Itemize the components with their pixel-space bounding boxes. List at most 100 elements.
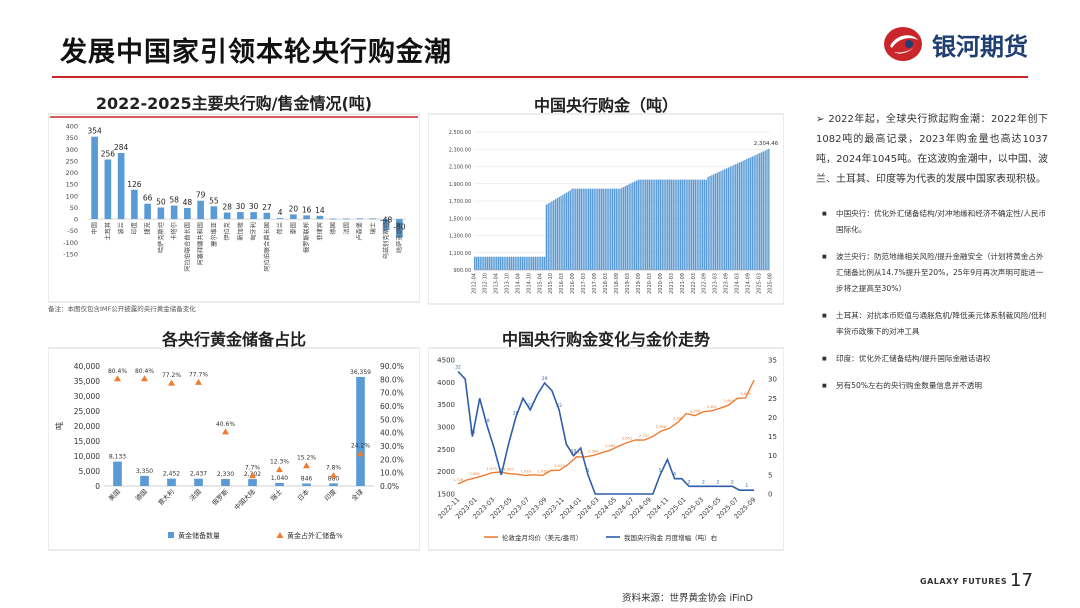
legend-swatch	[276, 532, 284, 538]
bar	[104, 159, 112, 220]
x-tick-label: 阿拉伯联合酋长国	[263, 222, 271, 272]
commentary-panel: ➢ 2022年起，全球央行掀起购金潮：2022年创下1082吨的最高记录，2023…	[816, 110, 1048, 405]
bar	[749, 157, 752, 270]
commentary-list: 中国央行：优化外汇储备结构/对冲地缘和经济不确定性/人民币国际化。 波兰央行：防…	[816, 206, 1048, 394]
legend-swatch	[168, 532, 174, 538]
bar	[762, 151, 765, 270]
chart-3-svg: 0 5,000 10,000 15,000 20,000 25,000 30,000 35,0…	[47, 347, 421, 551]
end-value-label: 2,304.46	[754, 141, 779, 147]
bar	[646, 179, 649, 270]
bar	[483, 256, 485, 270]
data-label: 29	[542, 376, 548, 382]
bar	[768, 148, 770, 270]
chart-frame	[427, 347, 785, 551]
bar	[549, 202, 551, 270]
y-tick-label: 10,000	[74, 452, 100, 461]
bar	[663, 179, 665, 270]
bar	[733, 164, 735, 270]
brand-name: 银河期货	[932, 32, 1028, 61]
bar	[758, 153, 761, 270]
bar	[580, 188, 583, 270]
bar	[516, 256, 518, 270]
bar	[637, 179, 640, 270]
bar	[600, 188, 603, 270]
bar	[536, 256, 538, 270]
bar	[529, 256, 531, 270]
data-label: 2,033	[554, 464, 564, 468]
data-label: 5	[587, 468, 590, 474]
bar	[356, 218, 363, 220]
data-label: 50	[156, 197, 166, 206]
bar	[650, 179, 652, 270]
x-tick-label: 印度	[130, 222, 138, 234]
x-tick-label: 2013-10	[504, 273, 510, 294]
x-tick-label: 2022-03	[691, 273, 697, 294]
bar	[619, 188, 621, 270]
y-tick-label: 1,500.00	[449, 216, 471, 222]
x-tick-label: 哈萨克斯坦	[157, 222, 165, 253]
marker	[303, 462, 310, 469]
y-tick-label: 3500	[437, 401, 455, 409]
data-label: 1,861	[470, 472, 480, 476]
y-tick-label: -100	[63, 239, 78, 247]
bar	[564, 193, 566, 270]
arrow-icon: ➢	[816, 114, 825, 125]
bar	[667, 179, 669, 270]
bar	[700, 179, 702, 270]
bar	[221, 479, 230, 486]
y2-tick-label: 30	[768, 376, 777, 384]
bar	[685, 179, 687, 270]
page-number: 17	[1010, 570, 1033, 591]
data-label: 2,437	[190, 471, 207, 478]
bar	[276, 218, 284, 220]
bar	[565, 192, 568, 270]
x-tick-label: 2015-10	[548, 273, 554, 294]
bar	[329, 218, 337, 220]
bar	[720, 170, 722, 270]
x-tick-label: 2012-04	[472, 273, 478, 294]
data-label: 2,480	[605, 444, 616, 448]
data-label: 2,330	[217, 471, 234, 478]
data-label: 80.4%	[108, 368, 127, 375]
x-tick-label: 塞尔维亚	[210, 222, 218, 247]
legend-label: 伦敦金月均价（美元/盎司）	[502, 533, 582, 542]
legend-label: 黄金储备数量	[178, 531, 220, 540]
bar	[474, 256, 476, 270]
bar	[672, 179, 674, 270]
data-label: 1,916	[537, 469, 548, 473]
x-tick-label: 2019-03	[625, 273, 631, 294]
bar	[530, 256, 533, 270]
bar	[396, 219, 403, 238]
data-label: 24.2%	[351, 443, 370, 450]
bar	[194, 478, 203, 486]
bar	[610, 188, 612, 270]
bar	[744, 159, 746, 270]
bar	[167, 478, 176, 486]
x-tick-label: 中国大陆	[232, 487, 257, 512]
bar	[622, 186, 625, 270]
bar	[551, 201, 553, 270]
bar	[576, 188, 579, 270]
data-label: 20	[289, 204, 299, 213]
data-label: 27	[262, 203, 272, 212]
bar	[747, 158, 750, 270]
bar	[512, 256, 514, 270]
data-label: 2,908	[656, 425, 667, 429]
data-label: 354	[87, 127, 102, 136]
y-tick-label: 5,000	[79, 467, 101, 476]
bar	[545, 204, 548, 270]
y-tick-label: 400	[66, 123, 78, 131]
bar	[510, 256, 513, 270]
bar	[556, 198, 559, 270]
y-tick-label: 20,000	[74, 422, 100, 431]
bar	[91, 136, 98, 220]
bar	[643, 179, 645, 270]
bar	[738, 162, 741, 270]
bar	[709, 176, 711, 270]
data-label: 22	[556, 403, 562, 409]
data-label: 2,452	[163, 471, 180, 478]
bar	[696, 179, 698, 270]
legend-label: 黄金占外汇储备%	[287, 531, 343, 540]
chart-title: 2022-2025主要央行购/售金情况(吨)	[95, 94, 373, 113]
bar	[303, 215, 310, 220]
